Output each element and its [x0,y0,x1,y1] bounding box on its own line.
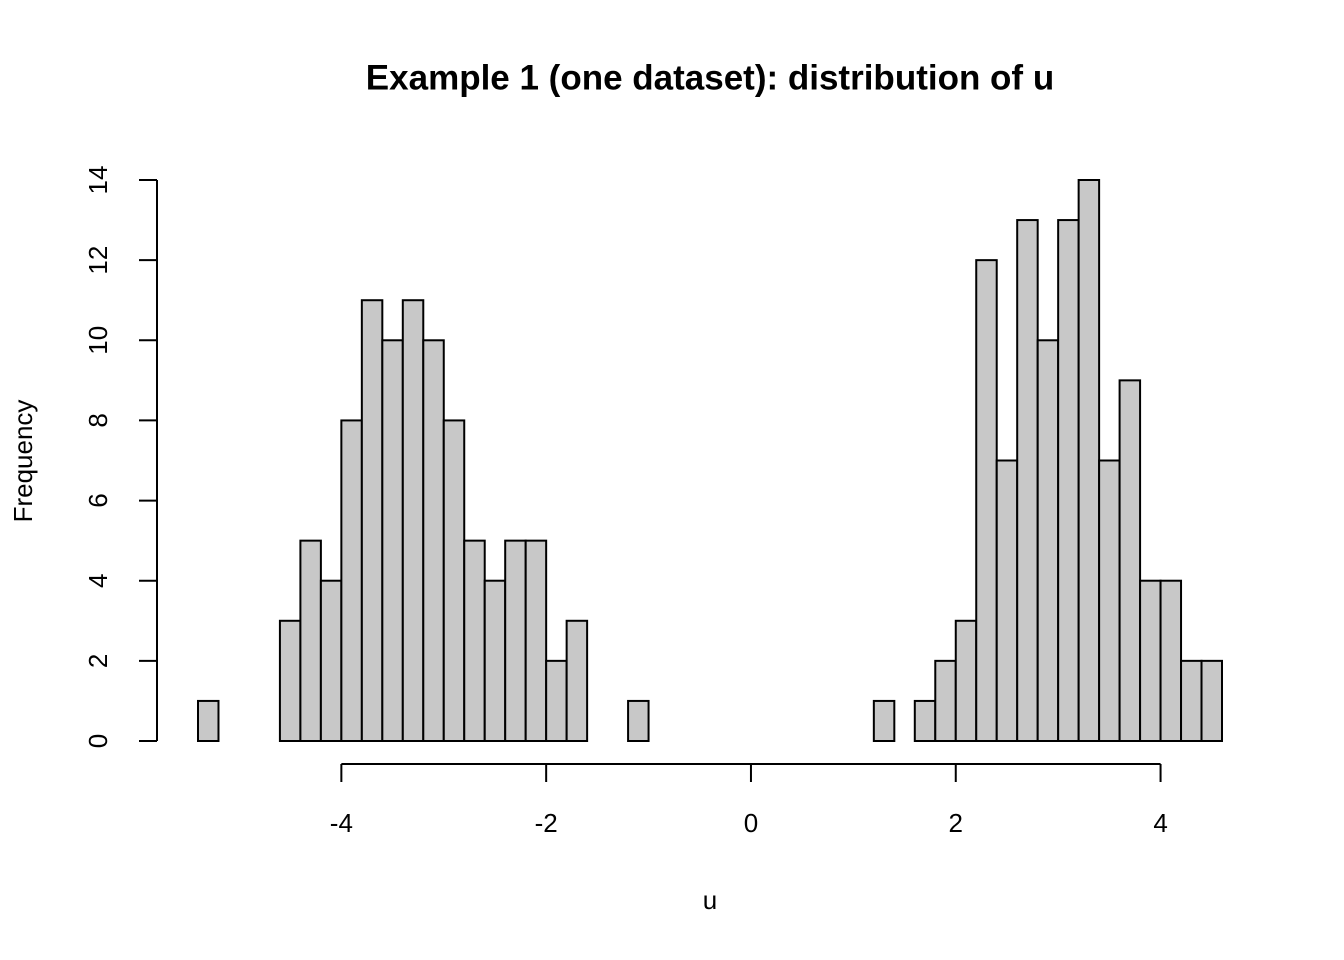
bar [483,579,507,743]
y-axis-label: Frequency [8,400,38,523]
y-tick-label: 0 [83,734,113,748]
bar [565,619,589,742]
bar [1077,179,1101,742]
x-axis-label: u [703,885,717,915]
bar [1180,659,1203,742]
x-tick-label: -4 [330,808,353,838]
bar [1016,219,1039,743]
x-tick-label: 0 [744,808,758,838]
bar [340,419,363,742]
bar [401,299,425,742]
bar [381,339,404,742]
bar [1036,339,1060,742]
bar [197,699,220,743]
x-tick-label: 4 [1153,808,1167,838]
y-tick-label: 4 [83,573,113,587]
bar [504,539,527,743]
bar [319,579,343,743]
x-tick-label: -2 [535,808,558,838]
x-tick-label: 2 [949,808,963,838]
bar [1139,579,1162,743]
bar [913,699,937,743]
bar [995,459,1019,742]
bar [524,539,548,743]
bar [422,339,445,742]
bar [1098,459,1121,742]
bar [872,699,896,743]
bar [299,539,322,743]
bar [934,659,957,742]
bar [954,619,978,742]
bar [975,259,998,742]
bar [278,619,302,742]
bar [442,419,466,742]
bar [463,539,486,743]
bar [1057,219,1080,743]
chart-title: Example 1 (one dataset): distribution of… [366,58,1054,97]
bar [1118,379,1142,742]
y-tick-label: 6 [83,493,113,507]
y-tick-label: 2 [83,654,113,668]
y-tick-label: 8 [83,413,113,427]
y-tick-label: 14 [83,166,113,195]
bar [627,699,650,743]
bar [1200,659,1224,742]
bar [1159,579,1183,743]
bar [545,659,568,742]
y-tick-label: 12 [83,246,113,275]
y-tick-label: 10 [83,326,113,355]
bar [360,299,384,742]
